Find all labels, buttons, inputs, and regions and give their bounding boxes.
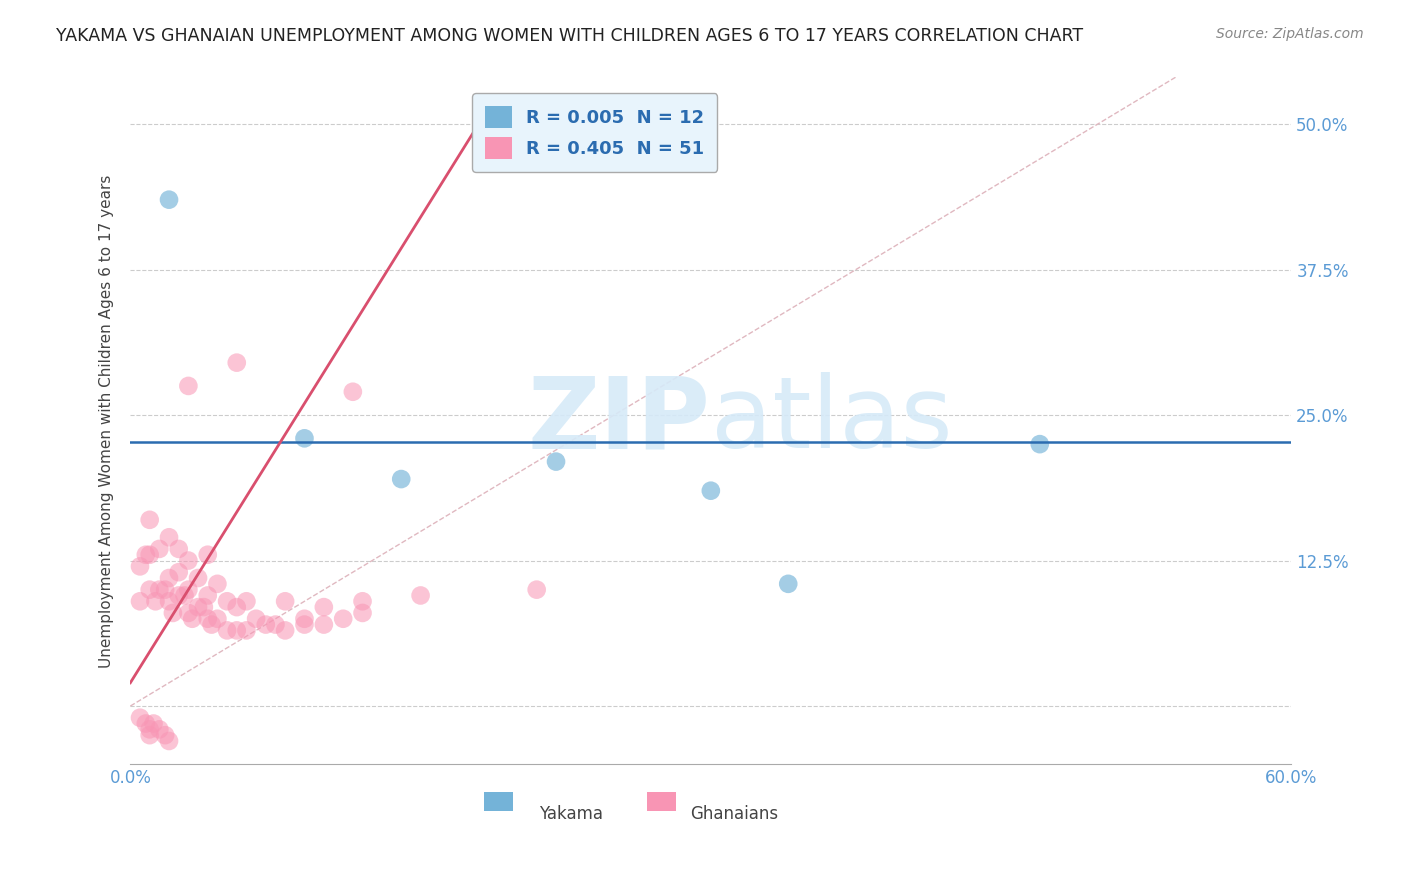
Point xyxy=(138,728,160,742)
Point xyxy=(153,582,176,597)
Point xyxy=(294,612,316,626)
Point xyxy=(157,193,180,207)
Point xyxy=(177,582,200,597)
Point xyxy=(200,617,222,632)
Point xyxy=(312,617,335,632)
Text: Source: ZipAtlas.com: Source: ZipAtlas.com xyxy=(1216,27,1364,41)
Point xyxy=(157,734,180,748)
Point xyxy=(153,728,176,742)
Text: Ghanaians: Ghanaians xyxy=(690,805,778,823)
Point xyxy=(274,594,297,608)
Point xyxy=(173,589,195,603)
Point xyxy=(145,594,167,608)
Point xyxy=(148,582,170,597)
Point xyxy=(217,624,239,638)
Point xyxy=(129,559,152,574)
Point xyxy=(177,379,200,393)
Point xyxy=(294,617,316,632)
Point xyxy=(135,548,157,562)
Point xyxy=(544,454,567,468)
Point xyxy=(1029,437,1052,451)
Point xyxy=(193,600,215,615)
Point xyxy=(389,472,412,486)
Point xyxy=(138,513,160,527)
Text: ZIP: ZIP xyxy=(529,372,711,469)
Point xyxy=(225,624,247,638)
Bar xyxy=(647,792,676,811)
Point xyxy=(148,723,170,737)
Point xyxy=(138,548,160,562)
Point xyxy=(294,431,316,445)
Point xyxy=(157,594,180,608)
Point xyxy=(138,723,160,737)
Point xyxy=(135,716,157,731)
Point xyxy=(197,589,219,603)
Point xyxy=(700,483,723,498)
Point xyxy=(352,606,374,620)
Text: YAKAMA VS GHANAIAN UNEMPLOYMENT AMONG WOMEN WITH CHILDREN AGES 6 TO 17 YEARS COR: YAKAMA VS GHANAIAN UNEMPLOYMENT AMONG WO… xyxy=(56,27,1084,45)
Point xyxy=(148,541,170,556)
Point xyxy=(197,548,219,562)
Point xyxy=(526,582,548,597)
Point xyxy=(177,553,200,567)
Point xyxy=(197,612,219,626)
Point xyxy=(138,582,160,597)
Text: Yakama: Yakama xyxy=(540,805,603,823)
Point xyxy=(129,594,152,608)
Point xyxy=(409,589,432,603)
Point xyxy=(177,606,200,620)
Legend: R = 0.005  N = 12, R = 0.405  N = 51: R = 0.005 N = 12, R = 0.405 N = 51 xyxy=(472,94,717,171)
Point xyxy=(157,571,180,585)
Point xyxy=(332,612,354,626)
Point xyxy=(264,617,287,632)
Text: atlas: atlas xyxy=(711,372,952,469)
Point xyxy=(167,541,190,556)
Point xyxy=(157,530,180,544)
Point xyxy=(235,594,257,608)
Point xyxy=(142,716,165,731)
Point xyxy=(167,589,190,603)
Point xyxy=(778,577,800,591)
Point xyxy=(129,711,152,725)
Point xyxy=(352,594,374,608)
Point xyxy=(207,577,229,591)
Point xyxy=(162,606,184,620)
Point xyxy=(235,624,257,638)
Point xyxy=(217,594,239,608)
Point xyxy=(342,384,364,399)
Point xyxy=(225,356,247,370)
Bar xyxy=(485,792,513,811)
Point xyxy=(312,600,335,615)
Y-axis label: Unemployment Among Women with Children Ages 6 to 17 years: Unemployment Among Women with Children A… xyxy=(100,174,114,667)
Point xyxy=(167,565,190,579)
Point xyxy=(187,600,209,615)
Point xyxy=(245,612,267,626)
Point xyxy=(207,612,229,626)
Point xyxy=(274,624,297,638)
Point xyxy=(254,617,277,632)
Point xyxy=(181,612,204,626)
Point xyxy=(187,571,209,585)
Point xyxy=(225,600,247,615)
